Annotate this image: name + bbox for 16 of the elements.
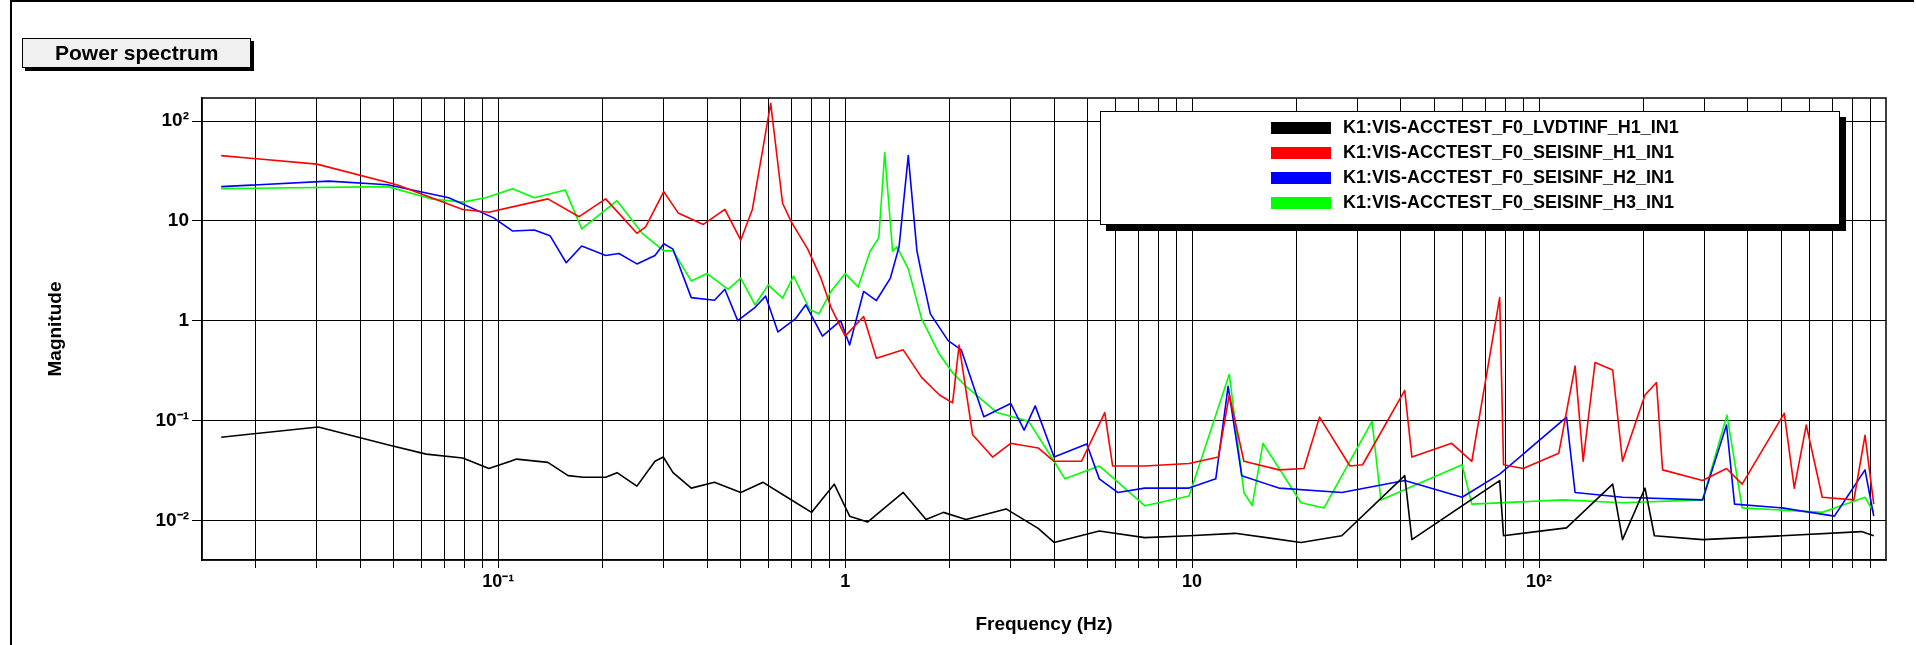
legend-label: K1:VIS-ACCTEST_F0_LVDTINF_H1_IN1 — [1343, 117, 1679, 138]
y-tick-label: 10⁻² — [155, 508, 189, 530]
x-tick-label: 10⁻¹ — [482, 570, 515, 591]
x-tick-label: 10 — [1182, 570, 1203, 591]
legend-label: K1:VIS-ACCTEST_F0_SEISINF_H2_IN1 — [1343, 167, 1675, 188]
y-tick-label: 1 — [178, 308, 190, 330]
y-tick-label: 10⁻¹ — [155, 408, 189, 430]
chart-title: Power spectrum — [22, 38, 252, 68]
y-tick-label: 10 — [167, 209, 189, 231]
x-tick-label: 1 — [840, 570, 851, 591]
y-axis-title: Magnitude — [43, 281, 65, 377]
x-tick-label: 10² — [1526, 570, 1553, 591]
legend-label: K1:VIS-ACCTEST_F0_SEISINF_H1_IN1 — [1343, 142, 1675, 163]
x-axis-title: Frequency (Hz) — [975, 612, 1113, 634]
legend-label: K1:VIS-ACCTEST_F0_SEISINF_H3_IN1 — [1343, 192, 1675, 213]
y-tick-label: 10² — [161, 109, 189, 131]
